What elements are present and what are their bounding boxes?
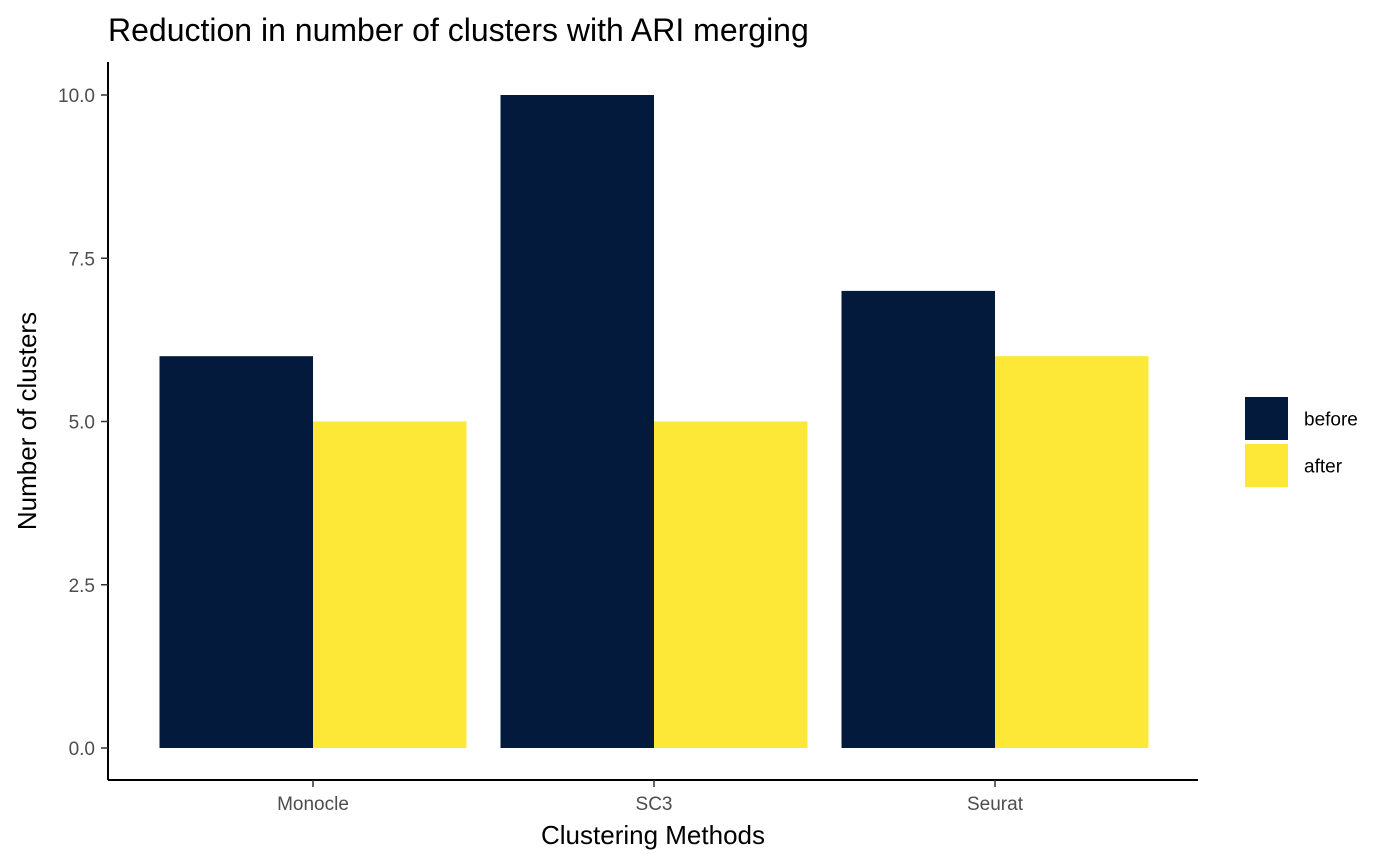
y-tick-label: 7.5 [69,249,95,270]
y-tick-label: 0.0 [69,739,95,760]
bar-monocle-after [313,421,467,748]
bar-sc3-before [500,95,654,748]
legend-key-before [1245,397,1288,440]
y-tick-label: 2.5 [69,576,95,597]
bar-monocle-before [159,356,313,748]
bar-seurat-before [841,290,995,748]
y-tick-label: 10.0 [58,86,95,107]
bars-group [159,95,1149,748]
bar-sc3-after [654,421,808,748]
x-axis: Monocle SC3 Seurat [108,779,1198,815]
chart-title: Reduction in number of clusters with ARI… [108,12,809,48]
x-tick-label: SC3 [636,794,673,815]
legend-label-before: before [1304,410,1358,431]
legend-label-after: after [1304,457,1343,478]
y-axis-title: Number of clusters [12,312,42,530]
y-tick-label: 5.0 [69,413,95,434]
x-tick-label: Monocle [277,794,349,815]
legend-key-after [1245,444,1288,487]
bar-seurat-after [995,356,1149,748]
x-axis-title: Clustering Methods [541,820,765,850]
x-tick-label: Seurat [967,794,1024,815]
y-axis: 0.0 2.5 5.0 7.5 10.0 [58,62,109,780]
legend: before after [1245,397,1358,487]
